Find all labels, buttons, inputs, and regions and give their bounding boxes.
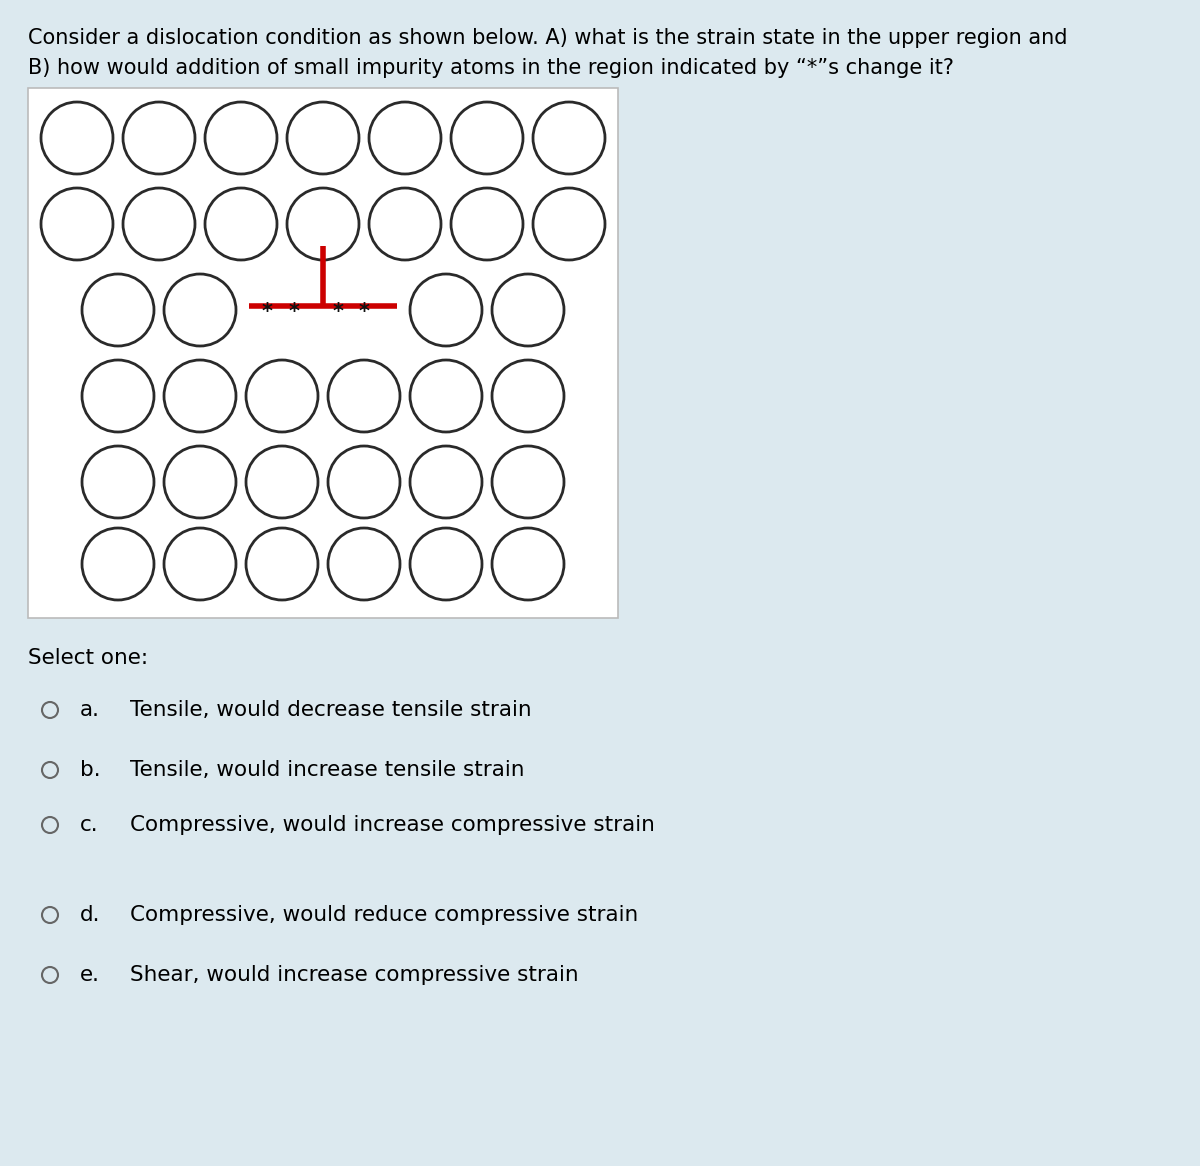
Circle shape [328,360,400,431]
Circle shape [124,101,194,174]
Circle shape [42,702,58,718]
Circle shape [492,447,564,518]
Circle shape [410,528,482,600]
Text: c.: c. [80,815,98,835]
Circle shape [82,274,154,346]
Circle shape [328,447,400,518]
Circle shape [41,188,113,260]
Circle shape [41,101,113,174]
Circle shape [42,907,58,923]
Circle shape [410,360,482,431]
Circle shape [164,447,236,518]
Text: Shear, would increase compressive strain: Shear, would increase compressive strain [130,965,578,985]
Circle shape [42,967,58,983]
Circle shape [205,188,277,260]
Text: Tensile, would increase tensile strain: Tensile, would increase tensile strain [130,760,524,780]
Circle shape [451,101,523,174]
Text: *: * [289,302,300,322]
Text: Tensile, would decrease tensile strain: Tensile, would decrease tensile strain [130,700,532,719]
Text: Select one:: Select one: [28,648,148,668]
Circle shape [246,447,318,518]
Circle shape [164,274,236,346]
Bar [28,87,618,618]
Circle shape [410,447,482,518]
Circle shape [82,360,154,431]
Text: d.: d. [80,905,101,925]
Text: e.: e. [80,965,100,985]
Text: *: * [332,302,343,322]
Circle shape [82,447,154,518]
Circle shape [164,528,236,600]
Text: B) how would addition of small impurity atoms in the region indicated by “*”s ch: B) how would addition of small impurity … [28,58,954,78]
Circle shape [42,817,58,833]
Circle shape [82,528,154,600]
Circle shape [164,360,236,431]
Circle shape [410,274,482,346]
Circle shape [205,101,277,174]
Text: Consider a dislocation condition as shown below. A) what is the strain state in : Consider a dislocation condition as show… [28,28,1068,48]
Text: b.: b. [80,760,101,780]
Circle shape [492,274,564,346]
Circle shape [533,101,605,174]
Circle shape [328,528,400,600]
Text: a.: a. [80,700,100,719]
Circle shape [287,101,359,174]
Circle shape [287,188,359,260]
Circle shape [533,188,605,260]
Circle shape [246,528,318,600]
Text: *: * [359,302,370,322]
Circle shape [451,188,523,260]
Circle shape [492,360,564,431]
Circle shape [370,101,442,174]
Circle shape [246,360,318,431]
Circle shape [124,188,194,260]
Circle shape [42,763,58,778]
Circle shape [370,188,442,260]
Text: Compressive, would reduce compressive strain: Compressive, would reduce compressive st… [130,905,638,925]
Text: *: * [262,302,272,322]
Circle shape [492,528,564,600]
Text: Compressive, would increase compressive strain: Compressive, would increase compressive … [130,815,655,835]
